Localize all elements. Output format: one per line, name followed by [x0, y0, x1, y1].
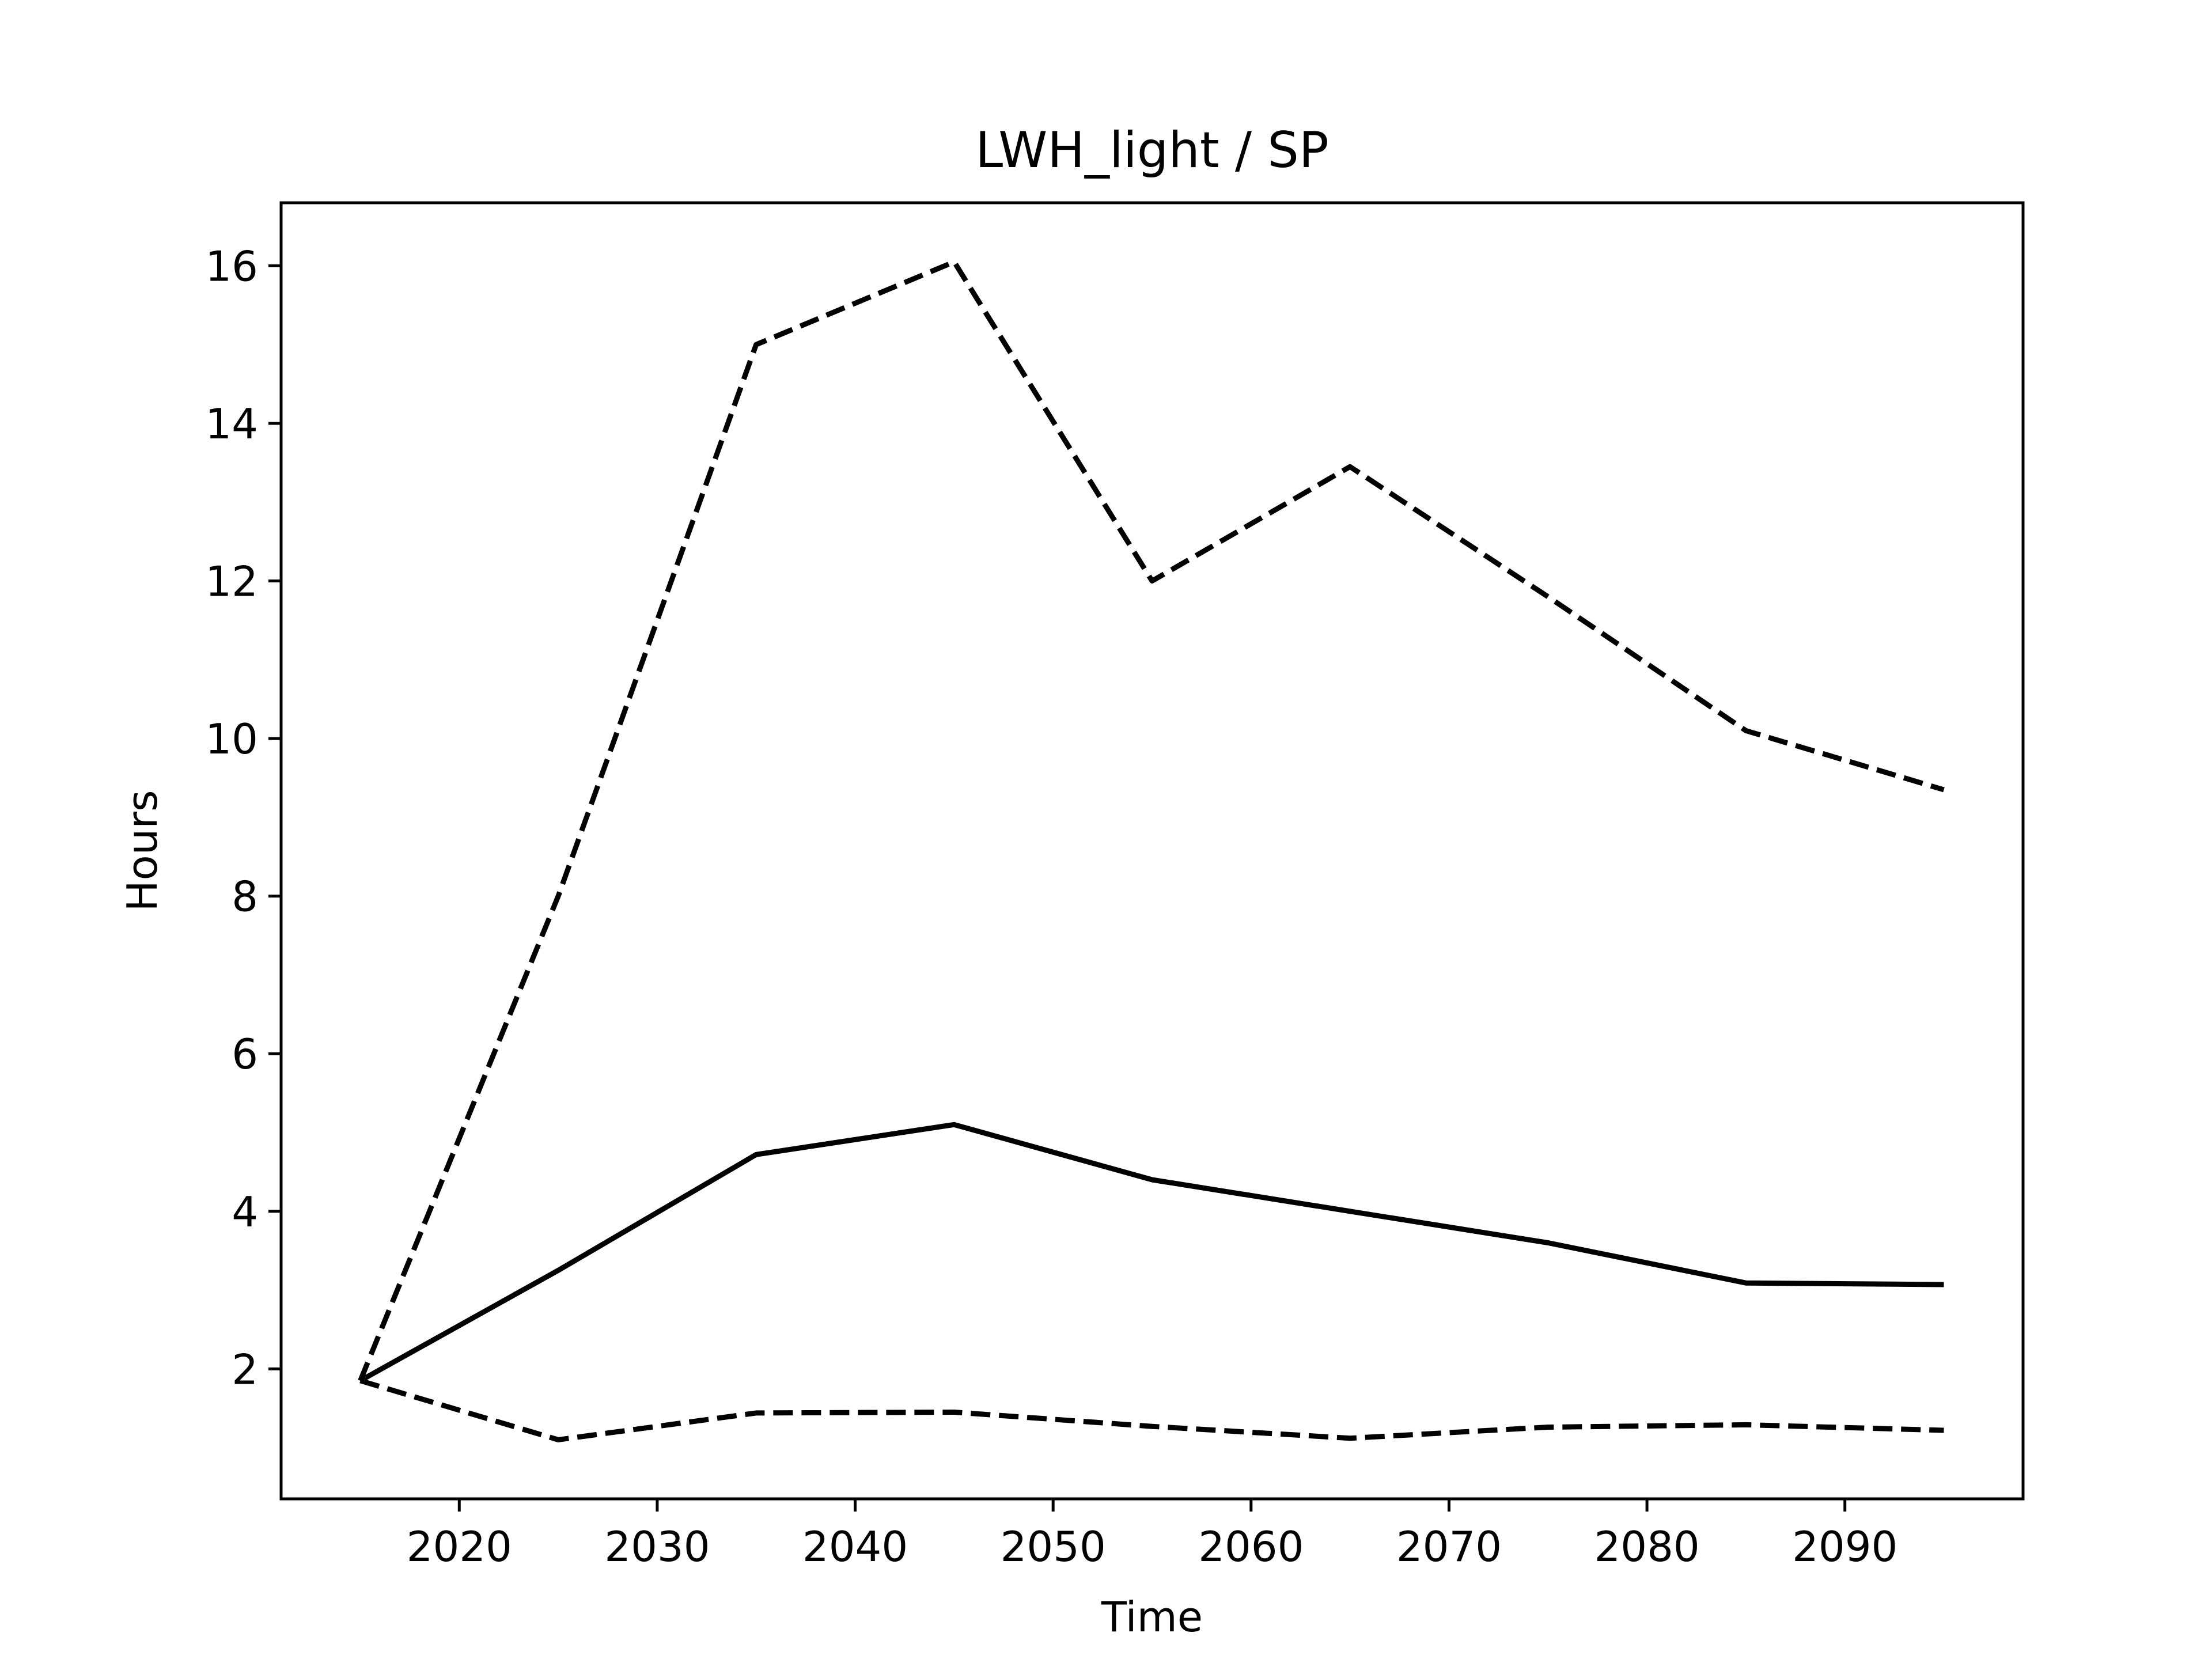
y-tick-label: 10 [205, 715, 258, 763]
chart-title: LWH_light / SP [975, 122, 1328, 179]
y-tick-label: 4 [232, 1188, 258, 1236]
x-tick-label: 2040 [802, 1522, 908, 1571]
y-tick-label: 14 [205, 400, 258, 448]
x-tick-label: 2050 [1001, 1522, 1106, 1571]
x-tick-label: 2020 [407, 1522, 512, 1571]
x-tick-label: 2070 [1396, 1522, 1502, 1571]
y-tick-label: 12 [205, 558, 258, 606]
y-tick-label: 6 [232, 1030, 258, 1078]
series-layer [358, 259, 1945, 1442]
series-line-3 [359, 1378, 1944, 1442]
x-tick-label: 2090 [1792, 1522, 1897, 1571]
y-tick-label: 16 [205, 242, 258, 290]
series-line-1 [358, 259, 1945, 1382]
x-tick-label: 2080 [1594, 1522, 1699, 1571]
y-axis-label: Hours [118, 790, 166, 912]
y-tick-label: 2 [232, 1345, 258, 1393]
x-tick-label: 2060 [1198, 1522, 1304, 1571]
series-line-2 [359, 1122, 1944, 1383]
x-tick-label: 2030 [604, 1522, 710, 1571]
x-axis: 2020 2030 2040 2050 2060 2070 2080 2090 [407, 1499, 1897, 1571]
y-axis: 2 4 6 8 10 12 14 16 [205, 242, 281, 1393]
x-axis-label: Time [1101, 1593, 1203, 1641]
plot-frame [279, 201, 2025, 1501]
y-tick-label: 8 [232, 873, 258, 921]
